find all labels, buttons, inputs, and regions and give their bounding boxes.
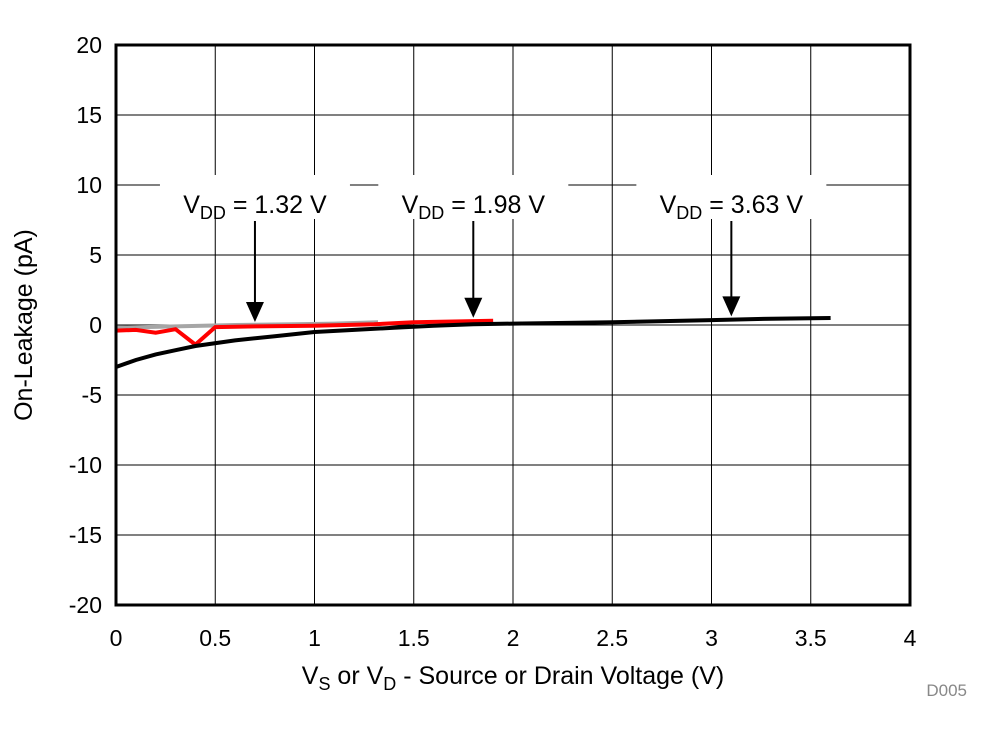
y-tick-label: 0 — [89, 312, 102, 338]
annotation-bg — [636, 175, 827, 219]
annotation-bg — [378, 175, 569, 219]
arrow-down-icon — [245, 302, 264, 322]
y-tick-label: -5 — [82, 382, 102, 408]
x-tick-label: 2.5 — [596, 625, 628, 651]
arrow-down-icon — [722, 296, 741, 317]
y-tick-label: -15 — [69, 522, 102, 548]
plot-frame — [114, 43, 912, 607]
y-tick-label: 15 — [76, 102, 102, 128]
y-tick-label: -20 — [69, 592, 102, 618]
x-tick-label: 1 — [308, 625, 321, 651]
y-tick-label: 10 — [76, 172, 102, 198]
annotation-label: VDD = 1.32 V — [183, 191, 327, 223]
annotation-label: VDD = 1.98 V — [402, 191, 546, 223]
x-tick-label: 4 — [904, 625, 917, 651]
annotation-bg — [159, 175, 350, 219]
series-line-1 — [115, 318, 494, 348]
series-group — [115, 316, 831, 369]
x-tick-label: 0.5 — [199, 625, 231, 651]
y-tick-label: -10 — [69, 452, 102, 478]
x-axis-label: VS or VD - Source or Drain Voltage (V) — [302, 662, 724, 694]
annotation-label: VDD = 3.63 V — [660, 191, 804, 223]
arrow-down-icon — [464, 297, 483, 318]
x-tick-label: 3 — [705, 625, 718, 651]
series-line-2 — [115, 316, 831, 369]
x-tick-label: 2 — [507, 625, 520, 651]
x-tick-label: 1.5 — [398, 625, 430, 651]
y-tick-label: 20 — [76, 32, 102, 58]
x-tick-label: 3.5 — [795, 625, 827, 651]
x-tick-label: 0 — [110, 625, 123, 651]
watermark: D005 — [926, 681, 967, 700]
y-axis-label: On-Leakage (pA) — [10, 229, 38, 421]
y-tick-label: 5 — [89, 242, 102, 268]
